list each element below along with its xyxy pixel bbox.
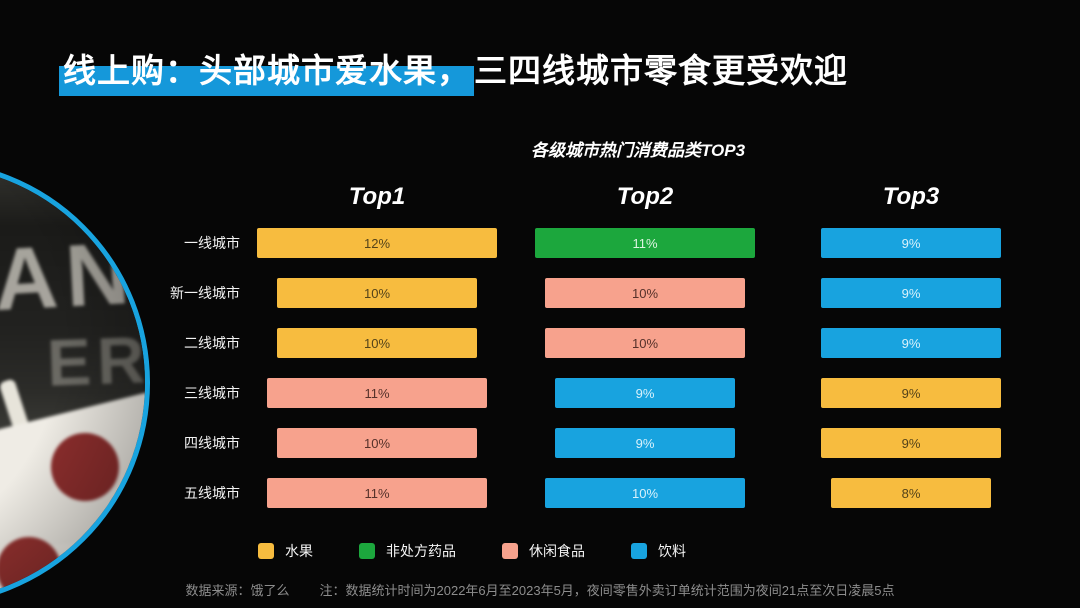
legend-swatch (359, 543, 375, 559)
bar-cell-r1-top2: 11% (512, 218, 778, 268)
chart-legend: 水果 非处方药品 休闲食品 饮料 (258, 541, 686, 561)
title-highlighted-text: 线上购：头部城市爱水果， (59, 52, 474, 96)
bar-r2-top1: 10% (277, 278, 477, 308)
legend-swatch (502, 543, 518, 559)
bar-cell-r3-top2: 10% (512, 318, 778, 368)
bar-cell-r4-top1: 11% (242, 368, 512, 418)
page-title: 线上购：头部城市爱水果，三四线城市零食更受欢迎 (59, 44, 848, 96)
bar-cell-r3-top1: 10% (242, 318, 512, 368)
bar-r2-top3: 9% (821, 278, 1001, 308)
column-header-top1: Top1 (348, 183, 406, 210)
bar-chart: Top1 Top2 Top3 一线城市 12% 11% 9% 新一线城市 10% 10% 9%… (150, 176, 1044, 518)
title-rest-text: 三四线城市零食更受欢迎 (474, 52, 848, 89)
bar-cell-r4-top3: 9% (778, 368, 1044, 418)
bar-r3-top1: 10% (277, 328, 477, 358)
row-label-tier-3: 二线城市 (184, 335, 240, 351)
bar-cell-r5-top3: 9% (778, 418, 1044, 468)
bar-cell-r4-top2: 9% (512, 368, 778, 418)
bar-r5-top1: 10% (277, 428, 477, 458)
bar-cell-r2-top1: 10% (242, 268, 512, 318)
row-label-tier-1: 一线城市 (184, 235, 240, 251)
bar-cell-r6-top2: 10% (512, 468, 778, 518)
row-label-tier-5: 四线城市 (184, 435, 240, 451)
bar-cell-r5-top1: 10% (242, 418, 512, 468)
bar-r2-top2: 10% (545, 278, 745, 308)
bar-r4-top1: 11% (267, 378, 487, 408)
bar-r6-top2: 10% (545, 478, 745, 508)
legend-swatch (631, 543, 647, 559)
legend-item-1: 水果 (258, 541, 313, 561)
row-label-tier-4: 三线城市 (184, 385, 240, 401)
statistics-note-text: 注：数据统计时间为2022年6月至2023年5月，夜间零售外卖订单统计范围为夜间… (319, 583, 895, 598)
bar-r6-top3: 8% (831, 478, 991, 508)
bar-cell-r6-top3: 8% (778, 468, 1044, 518)
legend-label: 非处方药品 (386, 543, 456, 559)
bar-cell-r6-top1: 11% (242, 468, 512, 518)
column-header-top3: Top3 (882, 183, 940, 210)
row-label-tier-6: 五线城市 (184, 485, 240, 501)
legend-label: 饮料 (658, 543, 686, 559)
bar-r1-top3: 9% (821, 228, 1001, 258)
bar-r3-top2: 10% (545, 328, 745, 358)
bar-cell-r1-top3: 9% (778, 218, 1044, 268)
legend-item-3: 休闲食品 (502, 541, 585, 561)
bar-r1-top1: 12% (257, 228, 497, 258)
bar-cell-r2-top3: 9% (778, 268, 1044, 318)
legend-item-2: 非处方药品 (359, 541, 456, 561)
bar-cell-r2-top2: 10% (512, 268, 778, 318)
bar-r4-top3: 9% (821, 378, 1001, 408)
chart-title: 各级城市热门消费品类TOP3 (530, 141, 746, 160)
photo-vignette (0, 165, 145, 601)
column-header-top2: Top2 (616, 183, 674, 210)
header-spacer (150, 176, 242, 218)
footer-note: 数据来源：饿了么 注：数据统计时间为2022年6月至2023年5月，夜间零售外卖订… (0, 580, 1080, 599)
bar-r3-top3: 9% (821, 328, 1001, 358)
photo-circle: PAN ER (0, 160, 150, 606)
bar-cell-r5-top2: 9% (512, 418, 778, 468)
data-source-text: 数据来源：饿了么 (185, 583, 290, 598)
bar-r6-top1: 11% (267, 478, 487, 508)
row-label-tier-2: 新一线城市 (170, 285, 240, 301)
bar-r5-top2: 9% (555, 428, 735, 458)
legend-label: 水果 (285, 543, 313, 559)
bar-cell-r1-top1: 12% (242, 218, 512, 268)
legend-swatch (258, 543, 274, 559)
legend-label: 休闲食品 (529, 543, 585, 559)
legend-item-4: 饮料 (631, 541, 686, 561)
bar-r4-top2: 9% (555, 378, 735, 408)
bar-r5-top3: 9% (821, 428, 1001, 458)
photo-background: PAN ER (0, 165, 145, 601)
bar-r1-top2: 11% (535, 228, 755, 258)
bar-cell-r3-top3: 9% (778, 318, 1044, 368)
